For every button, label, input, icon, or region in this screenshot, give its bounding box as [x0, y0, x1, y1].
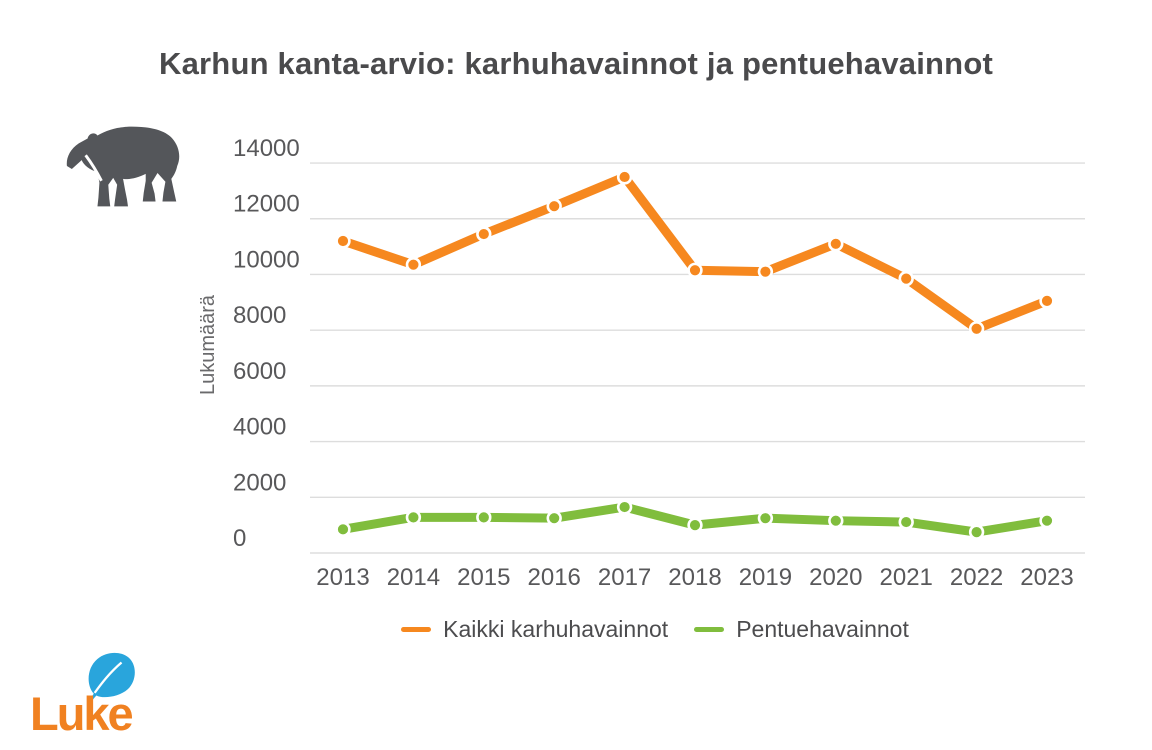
x-tick-label: 2018 [668, 564, 721, 591]
data-point-pentuehavainnot-2021 [898, 514, 914, 530]
legend-item-kaikki-karhuhavainnot: Kaikki karhuhavainnot [401, 616, 668, 643]
legend: Kaikki karhuhavainnot Pentuehavainnot [200, 610, 1110, 648]
series-group [335, 169, 1055, 540]
y-tick-label: 14000 [233, 135, 300, 162]
y-tick-label: 4000 [233, 414, 286, 441]
y-tick-label: 12000 [233, 191, 300, 218]
line-chart: 0 2000 4000 6000 8000 10000 12000 14000 Lukumää… [200, 135, 1085, 591]
x-tick-label: 2014 [387, 564, 440, 591]
data-point-pentuehavainnot-2013 [335, 521, 351, 538]
data-point-kaikki-karhuhavainnot-2013 [335, 233, 351, 249]
x-tick-label: 2015 [457, 564, 510, 591]
data-point-kaikki-karhuhavainnot-2020 [828, 236, 844, 252]
x-tick-label: 2017 [598, 564, 651, 591]
x-tick-label: 2019 [739, 564, 792, 591]
legend-label: Pentuehavainnot [736, 615, 909, 642]
y-tick-label: 6000 [233, 358, 286, 385]
legend-swatch-pentuehavainnot [694, 626, 725, 632]
data-point-pentuehavainnot-2020 [828, 512, 844, 529]
data-point-kaikki-karhuhavainnot-2014 [405, 257, 422, 273]
data-point-pentuehavainnot-2017 [616, 499, 633, 515]
data-point-pentuehavainnot-2018 [687, 517, 703, 533]
legend-label: Kaikki karhuhavainnot [443, 615, 669, 642]
x-tick-label: 2023 [1020, 564, 1073, 591]
luke-leaf-icon [88, 652, 135, 707]
gridlines: 0 2000 4000 6000 8000 10000 12000 14000 [233, 135, 1085, 554]
x-tick-label: 2020 [809, 564, 862, 591]
y-tick-label: 8000 [233, 302, 286, 329]
legend-item-pentuehavainnot: Pentuehavainnot [694, 616, 909, 643]
series-line-kaikki-karhuhavainnot [338, 172, 1052, 334]
data-point-pentuehavainnot-2014 [405, 509, 422, 526]
x-tick-label: 2021 [880, 564, 933, 591]
data-point-pentuehavainnot-2023 [1039, 512, 1055, 529]
data-point-pentuehavainnot-2022 [968, 524, 985, 540]
data-point-pentuehavainnot-2019 [757, 510, 774, 526]
data-point-kaikki-karhuhavainnot-2015 [476, 226, 492, 242]
data-point-kaikki-karhuhavainnot-2017 [616, 169, 633, 185]
x-axis-labels: 2013 2014 2015 2016 2017 2018 2019 2020 2021 2022… [316, 564, 1073, 591]
x-tick-label: 2022 [950, 564, 1003, 591]
x-tick-label: 2013 [316, 564, 369, 591]
bear-icon [66, 126, 180, 207]
luke-logo-text: Luke [30, 687, 134, 740]
y-axis-title: Lukumäärä [200, 294, 219, 395]
data-point-kaikki-karhuhavainnot-2022 [968, 321, 985, 337]
chart-title: Karhun kanta-arvio: karhuhavainnot ja pe… [159, 46, 993, 81]
data-point-pentuehavainnot-2015 [476, 509, 492, 526]
data-point-kaikki-karhuhavainnot-2019 [757, 263, 774, 280]
y-tick-label: 10000 [233, 246, 300, 273]
data-point-pentuehavainnot-2016 [546, 510, 562, 526]
y-tick-label: 0 [233, 525, 246, 552]
y-tick-label: 2000 [233, 469, 286, 496]
data-point-kaikki-karhuhavainnot-2016 [546, 198, 562, 214]
data-point-kaikki-karhuhavainnot-2018 [687, 262, 703, 278]
luke-logo: Luke [28, 650, 178, 742]
data-point-kaikki-karhuhavainnot-2023 [1039, 293, 1055, 309]
x-tick-label: 2016 [528, 564, 581, 591]
legend-swatch-karhuhavainnot [401, 626, 432, 632]
data-point-kaikki-karhuhavainnot-2021 [898, 270, 914, 287]
